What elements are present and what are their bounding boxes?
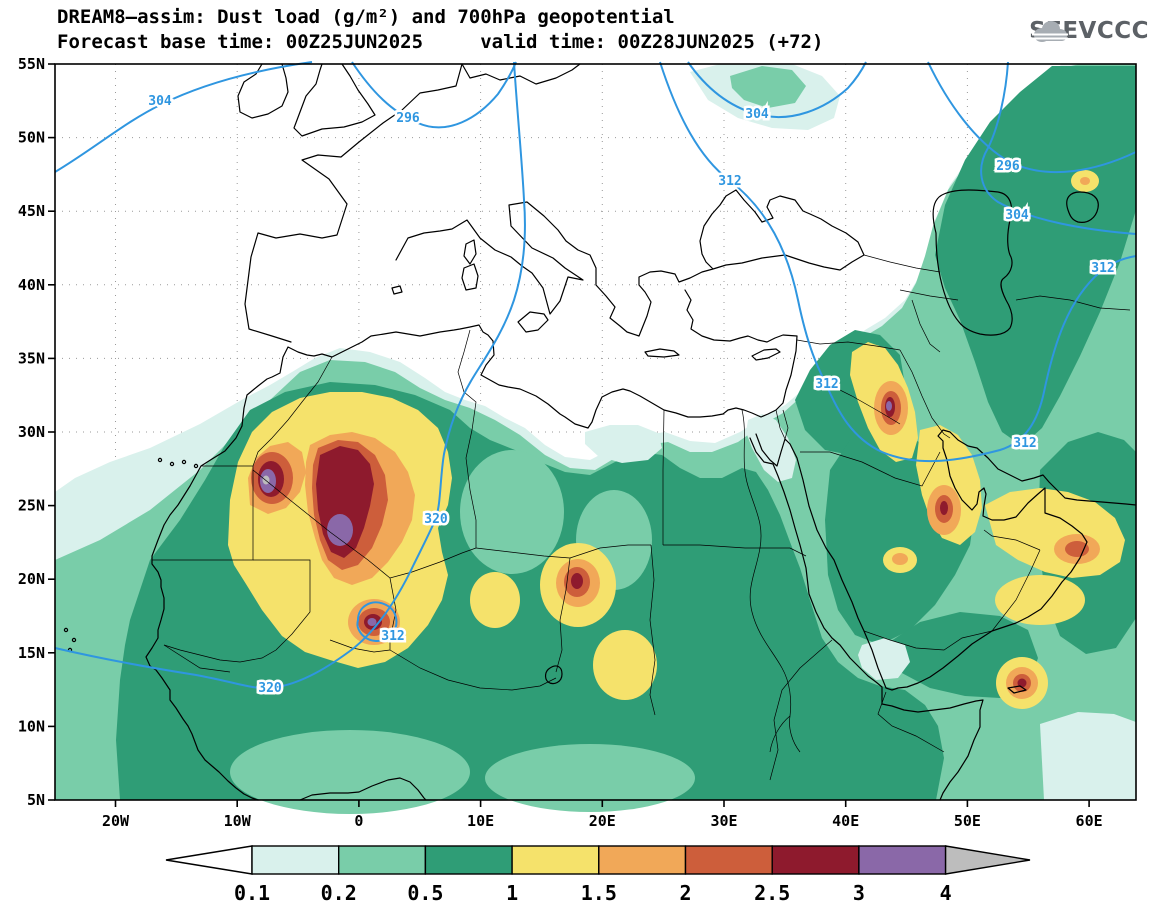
lon-tick-label: 10W [224, 812, 252, 830]
lat-tick-label: 35N [18, 349, 45, 367]
contour-296-n [352, 62, 516, 127]
coastline-iberia-weurope [245, 64, 462, 342]
colorbar-level-label: 1 [506, 881, 518, 905]
map-canvas: 304296304296304312312312312320320312 55N… [0, 0, 1165, 907]
colorbar-level-label: 3 [853, 881, 865, 905]
dust-lv6-region [1065, 541, 1089, 557]
lat-tick-label: 25N [18, 497, 45, 515]
dust-lv8-region [886, 401, 892, 411]
colorbar-segment [599, 846, 686, 874]
contour-label: 296 [996, 159, 1020, 174]
colorbar: 0.1 0.2 0.5 1 1.5 2 2.5 3 4 [166, 846, 1030, 905]
lon-tick-label: 20E [589, 812, 616, 830]
colorbar-level-label: 1.5 [581, 881, 617, 905]
colorbar-level-label: 0.5 [407, 881, 443, 905]
contour-label: 304 [1005, 208, 1029, 223]
colorbar-level-label: 0.2 [321, 881, 357, 905]
dust-lv7-region [571, 573, 583, 589]
colorbar-over-arrow [946, 846, 1030, 874]
colorbar-level-label: 4 [940, 881, 952, 905]
lon-tick-label: 10E [467, 812, 494, 830]
colorbar-segment [686, 846, 773, 874]
dust-lv8-region [327, 514, 353, 546]
contour-label: 312 [381, 629, 404, 644]
dust-forecast-chart: DREAM8—assim: Dust load (g/m²) and 700hP… [0, 0, 1165, 907]
coastline-britain [294, 64, 375, 136]
lat-tick-label: 15N [18, 644, 45, 662]
dust-lv2-hole [230, 730, 470, 814]
dust-lv8-region [368, 618, 377, 626]
dust-lv7-region [940, 501, 948, 515]
lon-tick-label: 50E [954, 812, 981, 830]
coastline-mednorth-blacksea [396, 190, 864, 336]
colorbar-segment [339, 846, 426, 874]
dust-lv4-region [470, 572, 520, 628]
lat-tick-label: 30N [18, 423, 45, 441]
colorbar-level-label: 0.1 [234, 881, 270, 905]
dust-lv5-region [892, 553, 908, 565]
contour-label: 312 [1091, 261, 1114, 276]
colorbar-level-label: 2 [679, 881, 691, 905]
colorbar-segment [772, 846, 859, 874]
lon-tick-label: 40E [832, 812, 859, 830]
dust-lv5-region [1080, 177, 1090, 185]
contour-label: 312 [815, 377, 838, 392]
lon-tick-label: 20W [102, 812, 130, 830]
contour-label: 312 [1013, 436, 1036, 451]
contour-label: 320 [258, 681, 282, 696]
lat-tick-label: 45N [18, 202, 45, 220]
lat-tick-label: 55N [18, 55, 45, 73]
dust-lv4-region [593, 630, 657, 700]
dust-lv9-region [263, 476, 270, 485]
colorbar-segment [859, 846, 946, 874]
lat-tick-label: 50N [18, 129, 45, 147]
contour-304-nw [55, 62, 312, 172]
lat-tick-label: 5N [27, 791, 45, 809]
lon-tick-label: 30E [710, 812, 737, 830]
colorbar-level-label: 2.5 [754, 881, 790, 905]
island-mallorca [392, 286, 402, 294]
lon-tick-label: 0 [354, 812, 363, 830]
colorbar-segment [252, 846, 339, 874]
dust-lv2-hole [460, 450, 564, 574]
contour-label: 320 [424, 512, 448, 527]
contour-label: 304 [148, 94, 172, 109]
dust-lv1-hole [1040, 712, 1136, 800]
colorbar-segment [512, 846, 599, 874]
dust-lv4-region [995, 575, 1085, 625]
colorbar-under-arrow [166, 846, 252, 874]
contour-label: 296 [396, 111, 420, 126]
island-sicily [518, 312, 548, 332]
coastline-baltic [462, 64, 580, 84]
lat-tick-label: 10N [18, 717, 45, 735]
island-sardinia [462, 264, 478, 290]
coastline-ireland [238, 64, 288, 118]
lon-tick-label: 60E [1076, 812, 1103, 830]
dust-lv2-hole [485, 744, 695, 812]
contour-label: 312 [718, 174, 741, 189]
lat-tick-label: 20N [18, 570, 45, 588]
island-corsica [464, 240, 476, 264]
colorbar-segment [425, 846, 512, 874]
lat-tick-label: 40N [18, 276, 45, 294]
island-cyprus [752, 349, 780, 360]
island-crete [645, 349, 679, 357]
contour-label: 304 [745, 107, 769, 122]
